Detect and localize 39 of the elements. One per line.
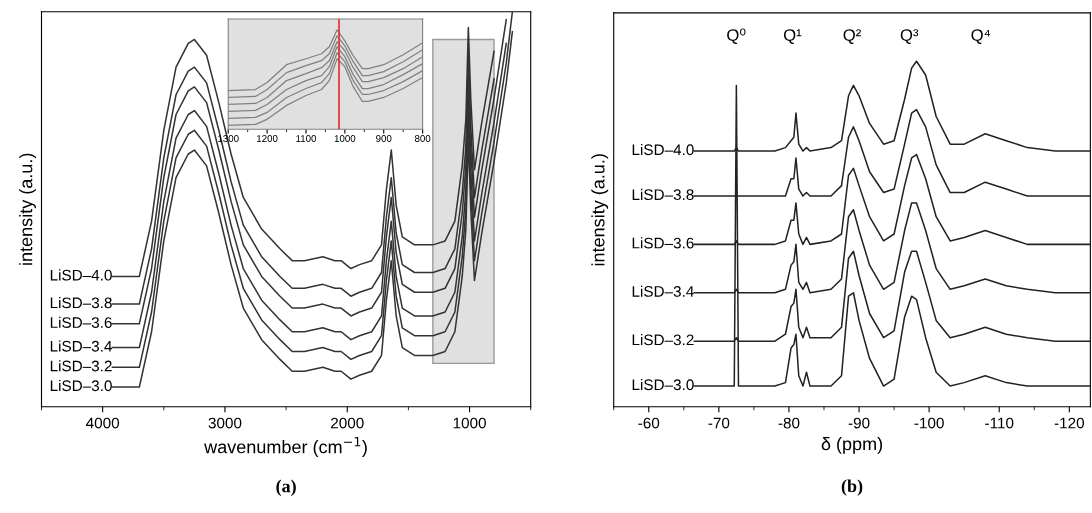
x-tick-label: -110 (985, 417, 1014, 429)
x-tick-label: -60 (638, 417, 660, 429)
series-label: LiSD–3.8 (632, 188, 694, 201)
x-tick-label: -100 (914, 417, 944, 429)
x-axis-title: wavenumber (cm$^{−1}$) (204, 437, 367, 457)
series-label: LiSD–3.4 (632, 285, 694, 297)
x-tick-label: -120 (1054, 417, 1085, 429)
x-tick-label: 1000 (453, 417, 486, 429)
x-axis-title: δ (ppm) (821, 437, 883, 454)
series-label: LiSD–3.2 (50, 360, 112, 372)
series-label: LiSD–3.6 (632, 237, 694, 249)
text: Q⁴ (971, 29, 990, 44)
series-label: LiSD–4.0 (50, 269, 112, 281)
x-tick-label: -70 (708, 417, 730, 429)
x-tick-label: 3000 (208, 417, 242, 429)
text: Q⁰ (727, 28, 746, 44)
x-tick-label: 1100 (296, 135, 317, 142)
text: Q³ (900, 29, 919, 44)
x-tick-label: 2000 (331, 417, 364, 429)
x-tick-label: 800 (414, 135, 431, 142)
x-tick-label: -90 (848, 417, 870, 429)
text: Q¹ (783, 29, 802, 44)
x-tick-label: 1200 (257, 135, 278, 142)
text: (b) (841, 479, 863, 496)
series-label: LiSD–4.0 (632, 143, 694, 156)
y-axis-title: intensity (a.u.) (19, 153, 36, 265)
series-label: LiSD–3.4 (50, 340, 112, 352)
series-label: LiSD–3.0 (632, 378, 694, 391)
y-axis-title: intensity (a.u.) (591, 154, 609, 266)
text: Q² (843, 29, 861, 44)
x-tick-label: -80 (778, 417, 800, 429)
x-tick-label: 900 (376, 135, 392, 142)
series-label: LiSD–3.2 (632, 334, 694, 346)
series-label: LiSD–3.8 (50, 296, 112, 309)
text: (a) (276, 479, 296, 496)
series-label: LiSD–3.0 (50, 379, 112, 392)
x-tick-label: 1000 (334, 135, 356, 142)
series-label: LiSD–3.6 (50, 316, 112, 328)
x-tick-label: 4000 (86, 417, 120, 429)
